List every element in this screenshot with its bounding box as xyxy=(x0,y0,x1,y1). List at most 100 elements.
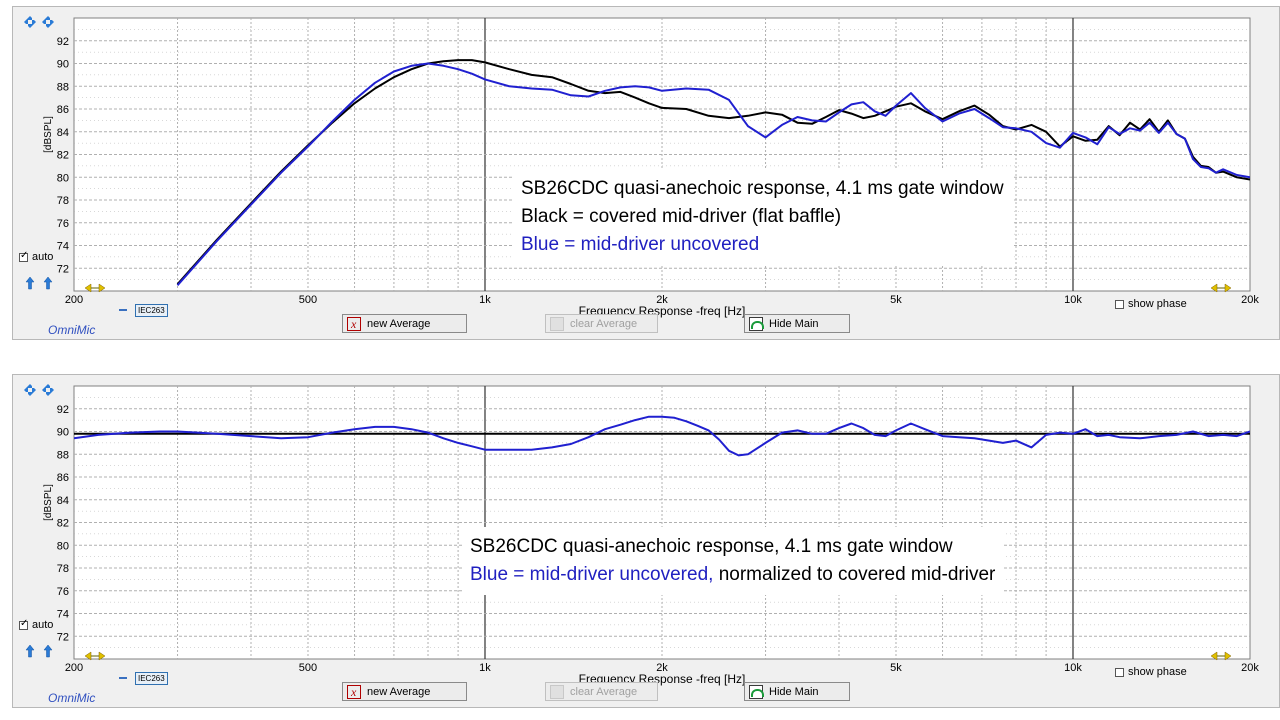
x-tick-label: 5k xyxy=(890,662,902,674)
y-axis-label: [dBSPL] xyxy=(43,484,54,521)
auto-checkbox[interactable]: auto xyxy=(19,250,54,263)
auto-checkbox-box[interactable] xyxy=(19,618,28,630)
annotation-line-normalized: Blue = mid-driver uncovered, normalized … xyxy=(470,561,995,589)
show-phase-label: show phase xyxy=(1128,298,1187,310)
auto-checkbox[interactable]: auto xyxy=(19,618,54,631)
annotation-line-title: SB26CDC quasi-anechoic response, 4.1 ms … xyxy=(521,178,1004,199)
y-tick-label: 72 xyxy=(57,263,69,275)
auto-checkbox-label: auto xyxy=(32,619,54,631)
x-tick-label: 10k xyxy=(1064,294,1082,306)
x-range-right-icon xyxy=(1210,651,1232,661)
frequency-response-chart-2: 72 74 76 78 80 82 84 86 88 90 92 200 500 1k 2k 5k 10k 20k… xyxy=(24,384,1259,686)
annotation-box-2: SB26CDC quasi-anechoic response, 4.1 ms … xyxy=(462,527,1004,595)
graph-panel-2: 72 74 76 78 80 82 84 86 88 90 92 200 500 1k 2k 5k 10k 20k… xyxy=(12,374,1280,708)
show-phase-label: show phase xyxy=(1128,666,1187,678)
hide-main-button[interactable]: Hide Main xyxy=(744,314,850,333)
annotation-line-blue: Blue = mid-driver uncovered xyxy=(521,234,760,255)
clear-average-icon xyxy=(550,684,564,699)
iec263-legend-tag[interactable]: IEC263 xyxy=(135,304,168,317)
x-tick-label: 5k xyxy=(890,294,902,306)
x-range-right-icon xyxy=(1210,283,1232,293)
hide-main-icon xyxy=(749,684,764,699)
x-tick-label: 1k xyxy=(479,662,491,674)
x-tick-label: 200 xyxy=(65,294,83,306)
clear-average-label: clear Average xyxy=(570,685,638,698)
y-tick-label: 80 xyxy=(57,172,69,184)
x-tick-label: 500 xyxy=(299,662,317,674)
show-phase-checkbox-box[interactable] xyxy=(1115,299,1124,309)
hide-main-icon xyxy=(749,316,764,331)
auto-checkbox-box[interactable] xyxy=(19,250,28,262)
annotation-line-black: Black = covered mid-driver (flat baffle) xyxy=(521,206,842,227)
clear-average-button[interactable]: clear Average xyxy=(545,314,658,333)
hide-main-button[interactable]: Hide Main xyxy=(744,682,850,701)
y-tick-label: 92 xyxy=(57,36,69,48)
x-tick-label: 2k xyxy=(656,294,668,306)
x-tick-label: 1k xyxy=(479,294,491,306)
scroll-down-icon xyxy=(43,644,53,658)
y-tick-label: 72 xyxy=(57,631,69,643)
legend-dash xyxy=(119,677,127,679)
annotation-line-title: SB26CDC quasi-anechoic response, 4.1 ms … xyxy=(470,536,953,557)
omnimic-logo: OmniMic xyxy=(48,691,96,705)
x-tick-label: 20k xyxy=(1241,294,1259,306)
new-average-button[interactable]: new Average xyxy=(342,314,467,333)
y-axis-label: [dBSPL] xyxy=(43,116,54,153)
y-tick-label: 92 xyxy=(57,404,69,416)
y-tick-label: 76 xyxy=(57,218,69,230)
y-tick-label: 88 xyxy=(57,449,69,461)
x-range-left-icon xyxy=(84,651,106,661)
new-average-label: new Average xyxy=(367,685,431,698)
x-range-left-icon xyxy=(84,283,106,293)
omnimic-logo: OmniMic xyxy=(48,323,96,337)
graph-panel-1: 72 74 76 78 80 82 84 86 88 90 92 200 500 1k 2k 5k 10k 20k… xyxy=(12,6,1280,340)
zoom-arrows-icon xyxy=(42,384,54,396)
scroll-up-icon xyxy=(25,644,35,658)
y-tick-label: 84 xyxy=(57,127,69,139)
x-tick-label: 500 xyxy=(299,294,317,306)
series-line-blue xyxy=(74,415,1250,457)
clear-average-icon xyxy=(550,316,564,331)
y-tick-label: 78 xyxy=(57,195,69,207)
y-tick-label: 86 xyxy=(57,104,69,116)
x-tick-label: 20k xyxy=(1241,662,1259,674)
y-tick-label: 86 xyxy=(57,472,69,484)
y-tick-label: 90 xyxy=(57,59,69,71)
y-tick-label: 84 xyxy=(57,495,69,507)
x-tick-label: 2k xyxy=(656,662,668,674)
auto-checkbox-label: auto xyxy=(32,251,54,263)
y-tick-label: 76 xyxy=(57,586,69,598)
zoom-arrows-icon xyxy=(42,16,54,28)
legend-dash xyxy=(119,309,127,311)
clear-average-label: clear Average xyxy=(570,317,638,330)
new-average-button[interactable]: new Average xyxy=(342,682,467,701)
x-tick-label: 10k xyxy=(1064,662,1082,674)
y-tick-label: 78 xyxy=(57,563,69,575)
series-line-black xyxy=(176,59,1250,285)
y-tick-label: 80 xyxy=(57,540,69,552)
hide-main-label: Hide Main xyxy=(769,317,819,330)
y-tick-label: 74 xyxy=(57,241,69,253)
y-tick-label: 74 xyxy=(57,609,69,621)
pan-arrows-icon xyxy=(24,16,36,28)
show-phase-checkbox[interactable]: show phase xyxy=(1115,298,1187,310)
scroll-up-icon xyxy=(25,276,35,290)
y-tick-label: 82 xyxy=(57,150,69,162)
hide-main-label: Hide Main xyxy=(769,685,819,698)
y-tick-label: 82 xyxy=(57,518,69,530)
annotation-box-1: SB26CDC quasi-anechoic response, 4.1 ms … xyxy=(513,169,1012,265)
annotation-part-black: normalized to covered mid-driver xyxy=(713,564,996,585)
clear-average-button[interactable]: clear Average xyxy=(545,682,658,701)
series-line-blue xyxy=(176,62,1250,286)
average-icon xyxy=(347,684,361,700)
pan-arrows-icon xyxy=(24,384,36,396)
new-average-label: new Average xyxy=(367,317,431,330)
y-tick-label: 88 xyxy=(57,81,69,93)
show-phase-checkbox-box[interactable] xyxy=(1115,667,1124,677)
show-phase-checkbox[interactable]: show phase xyxy=(1115,666,1187,678)
x-tick-label: 200 xyxy=(65,662,83,674)
y-tick-label: 90 xyxy=(57,427,69,439)
iec263-legend-tag[interactable]: IEC263 xyxy=(135,672,168,685)
scroll-down-icon xyxy=(43,276,53,290)
average-icon xyxy=(347,316,361,332)
